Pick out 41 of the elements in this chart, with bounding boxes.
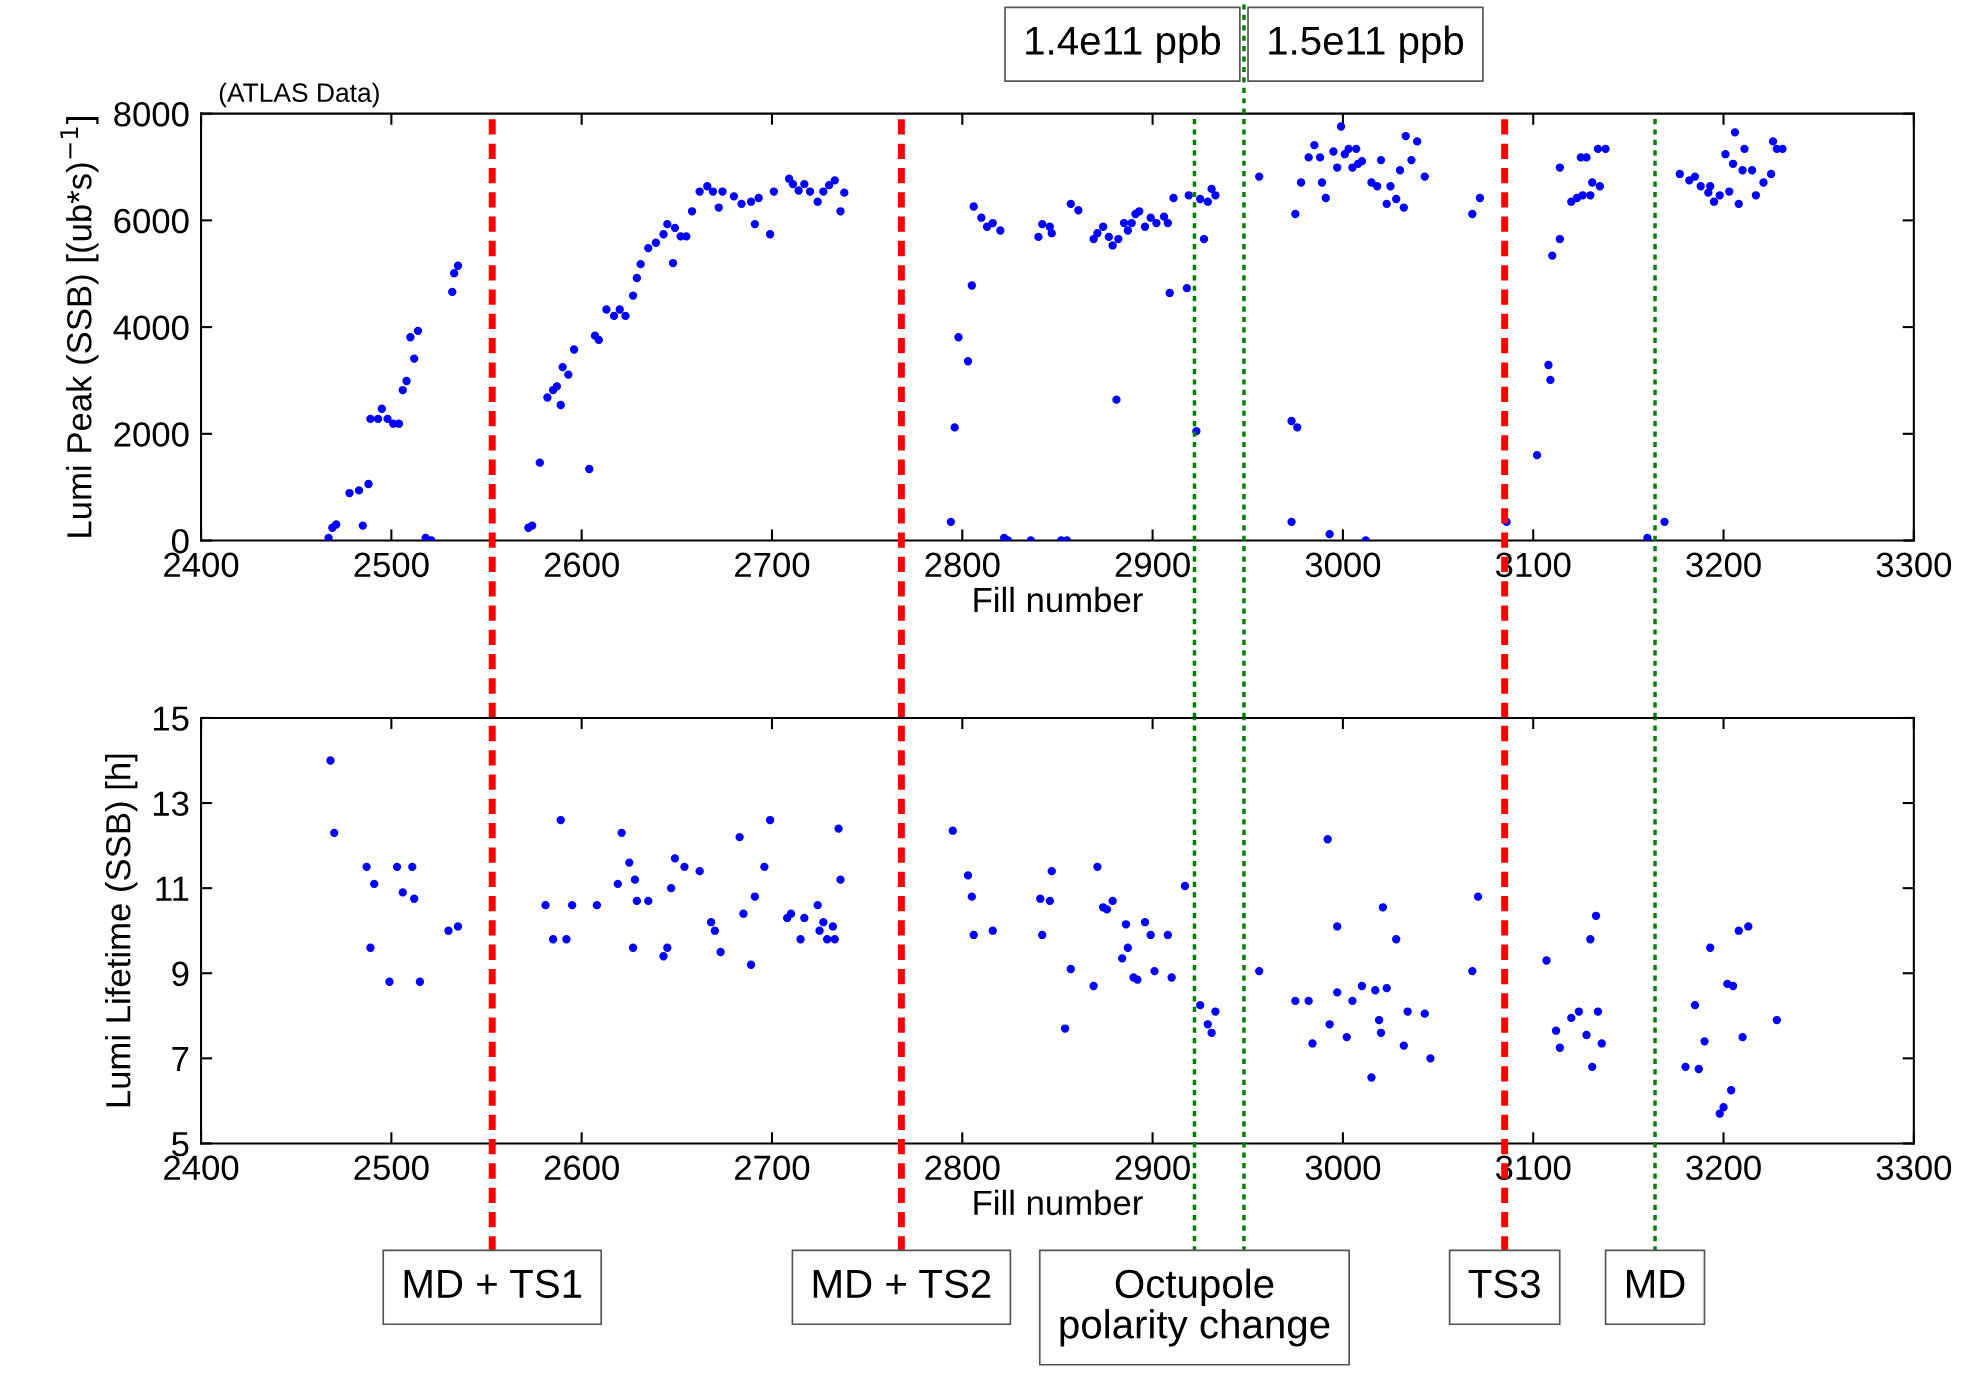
x-tick-label: 2600 — [544, 552, 619, 578]
x-tick-label: 3200 — [1686, 552, 1761, 578]
y-tick-label: 6000 — [114, 208, 189, 234]
y-tick-label: 13 — [153, 791, 189, 816]
x-tick-label: 2400 — [164, 552, 239, 578]
x-tick-label: 2900 — [1115, 552, 1190, 578]
x-tick-label: 2900 — [1115, 1155, 1190, 1181]
y-tick-label: 15 — [153, 706, 189, 731]
ref-line-label: MD + TS1 — [404, 1269, 582, 1299]
x-tick-label: 2700 — [735, 552, 810, 578]
y-tick-label: 8000 — [114, 101, 189, 127]
x-tick-label: 2500 — [354, 1155, 429, 1181]
x-axis-title: Fill number — [974, 586, 1143, 613]
y-tick-label: 0 — [171, 528, 189, 554]
x-tick-label: 3000 — [1305, 1155, 1381, 1181]
ref-line-label: MD — [1627, 1270, 1685, 1298]
x-tick-label: 2800 — [925, 1155, 1000, 1181]
ref-line-label: MD + TS2 — [813, 1269, 991, 1299]
x-tick-label: 2800 — [925, 552, 1000, 578]
x-tick-label: 3300 — [1876, 1155, 1952, 1181]
x-tick-label: 3300 — [1876, 552, 1952, 578]
x-tick-label: 2400 — [164, 1155, 239, 1181]
y-tick-label: 5 — [172, 1132, 189, 1157]
y-tick-label: 4000 — [113, 315, 189, 341]
y-axis-title: Lumi Peak (SSB) [(ub*s)$^{−1}$] — [60, 117, 99, 537]
y-tick-label: 11 — [156, 876, 189, 901]
y-tick-label: 9 — [172, 961, 189, 987]
text: 1.5e11 ppb — [1269, 25, 1464, 63]
y-tick-label: 7 — [172, 1047, 189, 1071]
y-tick-label: 2000 — [114, 422, 189, 447]
x-tick-label: 3000 — [1305, 552, 1381, 578]
text: 1.4e11 ppb — [1026, 25, 1221, 63]
ref-line-label: Octupole polarity change — [1060, 1268, 1330, 1347]
x-axis-title: Fill number — [974, 1189, 1143, 1216]
x-tick-label: 2500 — [354, 552, 429, 578]
text: (ATLAS Data) — [219, 82, 379, 108]
ref-line-label: TS3 — [1468, 1269, 1540, 1299]
x-tick-label: 3200 — [1686, 1155, 1761, 1181]
x-tick-label: 2600 — [544, 1155, 619, 1181]
x-tick-label: 2700 — [735, 1155, 810, 1181]
y-axis-title: Lumi Lifetime (SSB) [h] — [105, 754, 138, 1107]
